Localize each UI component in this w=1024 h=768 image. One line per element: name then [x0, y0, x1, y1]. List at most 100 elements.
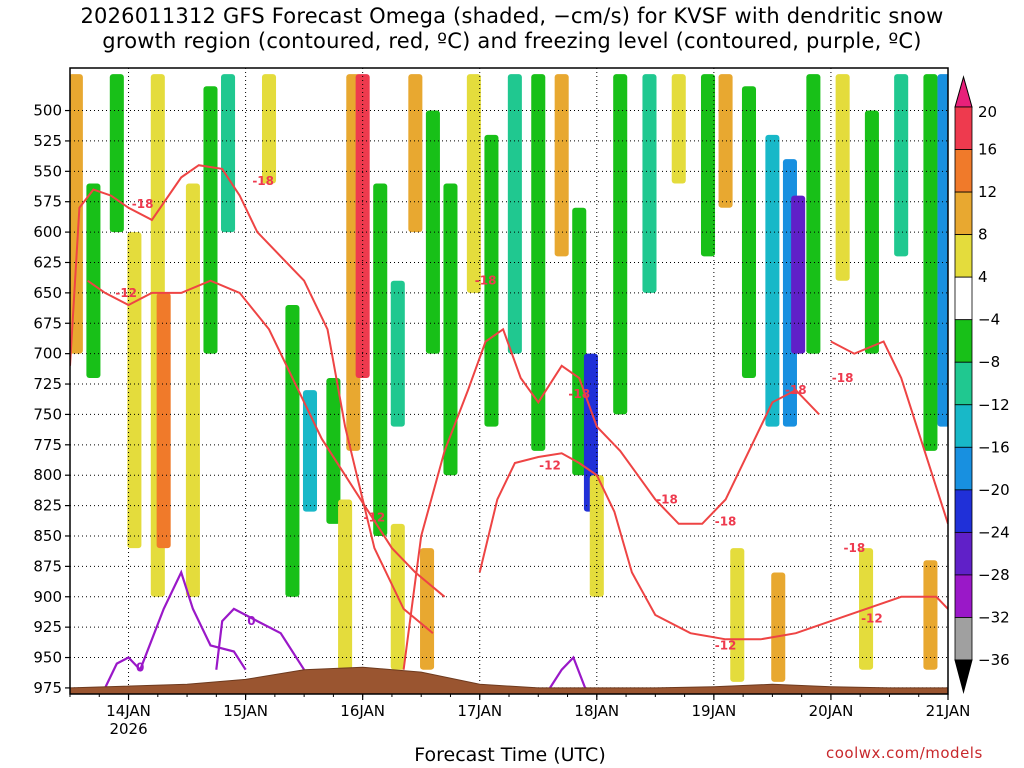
- omega-band: [203, 86, 218, 354]
- x-tick-label: 16JAN: [340, 702, 385, 720]
- colorbar-segment: [954, 446, 973, 491]
- colorbar-segment: [954, 404, 973, 448]
- isotherm-contour: [70, 164, 434, 634]
- omega-band: [408, 74, 423, 233]
- y-tick-label: 675: [33, 314, 62, 332]
- omega-band: [923, 560, 938, 670]
- y-tick-label: 750: [33, 405, 62, 423]
- isotherm-contour: [402, 327, 820, 670]
- y-tick-label: 800: [33, 466, 62, 484]
- chart-title: 2026011312 GFS Forecast Omega (shaded, −…: [0, 4, 1024, 54]
- colorbar-label: −28: [978, 566, 1010, 584]
- omega-band: [507, 74, 522, 354]
- colorbar-label: 16: [978, 141, 997, 159]
- y-tick-label: 625: [33, 253, 62, 271]
- y-tick-label: 650: [33, 284, 62, 302]
- omega-band: [326, 377, 341, 524]
- omega-band: [589, 475, 604, 597]
- y-tick-label: 525: [33, 132, 62, 150]
- omega-band: [338, 499, 353, 670]
- colorbar-label: 12: [978, 183, 997, 201]
- x-tick-label: 19JAN: [691, 702, 736, 720]
- colorbar-segment: [954, 149, 973, 193]
- colorbar-segment: [954, 276, 973, 321]
- y-tick-label: 600: [33, 223, 62, 241]
- y-tick-label: 825: [33, 497, 62, 515]
- y-tick-label: 500: [33, 102, 62, 120]
- isotherm-label: -18: [656, 493, 678, 507]
- isotherm-contour: [478, 452, 948, 641]
- colorbar-label: −8: [978, 353, 1000, 371]
- terrain: [70, 666, 948, 694]
- omega-band: [718, 74, 733, 208]
- colorbar-segment: [954, 574, 973, 618]
- colorbar-label: −32: [978, 608, 1010, 626]
- omega-band: [741, 86, 757, 378]
- colorbar-segment: [954, 106, 973, 150]
- omega-band: [156, 292, 171, 549]
- x-axis-title: Forecast Time (UTC): [414, 744, 606, 766]
- isotherm-label: -12: [539, 458, 561, 472]
- y-axis: 500 525 550 575 600 625 650 675 700 725 750 775 800 8…: [33, 102, 70, 697]
- isotherm-label: -12: [364, 511, 386, 525]
- colorbar-label: −24: [978, 523, 1010, 541]
- colorbar-label: 4: [978, 268, 988, 286]
- isotherm-label: -12: [861, 612, 883, 626]
- omega-band: [765, 134, 780, 427]
- y-tick-label: 850: [33, 527, 62, 545]
- isotherm-label: -18: [715, 514, 737, 528]
- y-tick-label: 975: [33, 679, 62, 697]
- x-tick-label: 20JAN: [809, 702, 854, 720]
- y-tick-label: 925: [33, 618, 62, 636]
- omega-band: [864, 110, 879, 354]
- omega-band: [642, 74, 657, 293]
- freezing-level-contour: [104, 569, 247, 689]
- isotherm-contour: [830, 340, 948, 525]
- colorbar-segment: [954, 489, 973, 533]
- omega-band: [425, 110, 440, 354]
- colorbar-segment: [954, 361, 973, 406]
- title-line-2: growth region (contoured, red, ºC) and f…: [102, 29, 922, 53]
- y-tick-label: 950: [33, 649, 62, 667]
- y-tick-label: 700: [33, 345, 62, 363]
- omega-band: [671, 74, 686, 184]
- omega-band: [791, 195, 806, 354]
- colorbar-top-triangle: [954, 75, 973, 108]
- omega-band: [302, 390, 318, 512]
- omega-band: [70, 74, 83, 354]
- omega-band: [390, 280, 405, 427]
- omega-band: [285, 305, 300, 597]
- omega-band: [109, 74, 124, 233]
- credit-link[interactable]: coolwx.com/models: [826, 744, 983, 762]
- omega-band: [221, 74, 236, 233]
- colorbar-segment: [954, 191, 973, 236]
- colorbar: 20 16 12 8 4 −4 −8 −12 −16 −20 −24 −28 −32 −36: [954, 75, 1010, 694]
- x-year-label: 2026: [109, 720, 147, 738]
- colorbar-label: −20: [978, 481, 1010, 499]
- omega-band: [261, 74, 277, 184]
- omega-band: [806, 74, 821, 354]
- omega-band: [373, 183, 388, 536]
- colorbar-label: −16: [978, 438, 1010, 456]
- isotherm-contour: [87, 279, 446, 598]
- colorbar-segment: [954, 617, 973, 661]
- y-tick-label: 725: [33, 375, 62, 393]
- omega-band: [466, 74, 481, 293]
- colorbar-label: −36: [978, 651, 1010, 669]
- isotherm-label: -18: [252, 174, 274, 188]
- omega-band: [613, 74, 628, 415]
- omega-band: [894, 74, 909, 257]
- freezing-level-label: 0: [247, 614, 255, 628]
- x-tick-label: 15JAN: [223, 702, 268, 720]
- isotherm-label: -18: [785, 383, 807, 397]
- y-tick-label: 900: [33, 588, 62, 606]
- x-tick-label: 17JAN: [457, 702, 502, 720]
- y-tick-label: 550: [33, 162, 62, 180]
- colorbar-segment: [954, 234, 973, 278]
- colorbar-label: −12: [978, 396, 1010, 414]
- grid-lines: [70, 68, 948, 694]
- colorbar-label: −4: [978, 311, 1000, 329]
- colorbar-segment: [954, 531, 973, 576]
- title-line-1: 2026011312 GFS Forecast Omega (shaded, −…: [80, 4, 944, 28]
